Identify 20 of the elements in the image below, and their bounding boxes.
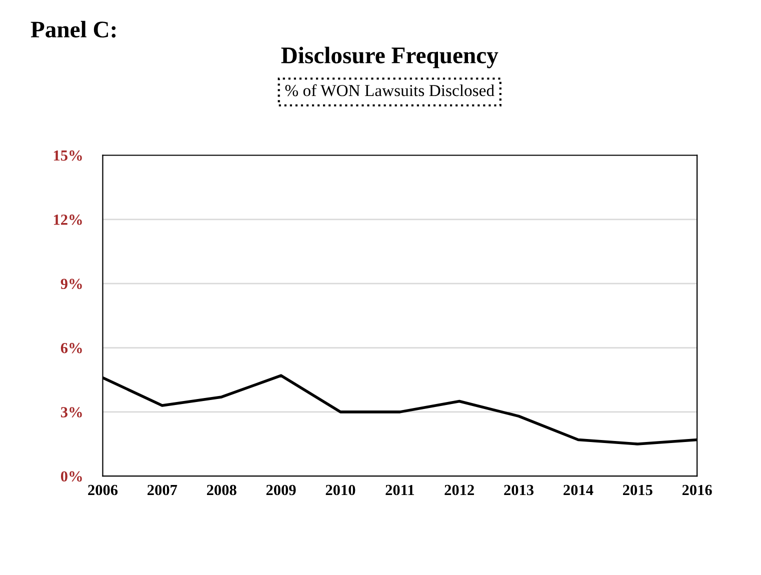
text: Panel C: — [30, 20, 116, 38]
x-tick-label: 2014 — [564, 484, 594, 496]
chart-title: Disclosure Frequency — [281, 46, 498, 68]
x-tick-label: 2008 — [206, 484, 236, 496]
y-tick-label: 15% — [54, 150, 82, 161]
x-tick-label: 2007 — [148, 484, 178, 496]
x-tick-label: 2011 — [386, 484, 414, 496]
x-tick-label: 2015 — [623, 484, 652, 496]
y-tick-label: 0% — [60, 471, 82, 482]
x-tick-label: 2012 — [444, 484, 474, 496]
y-tick-label: 3% — [60, 407, 82, 418]
x-tick-label: 2006 — [88, 484, 118, 496]
y-tick-label: 6% — [60, 342, 82, 354]
x-tick-label: 2009 — [266, 484, 296, 496]
chart-subtitle: % of WON Lawsuits Disclosed — [285, 84, 494, 96]
x-tick-label: 2010 — [326, 484, 356, 496]
y-tick-label: 9% — [60, 278, 82, 290]
x-tick-label: 2013 — [504, 484, 534, 496]
y-tick-label: 12% — [54, 214, 82, 225]
x-tick-label: 2016 — [682, 484, 712, 496]
